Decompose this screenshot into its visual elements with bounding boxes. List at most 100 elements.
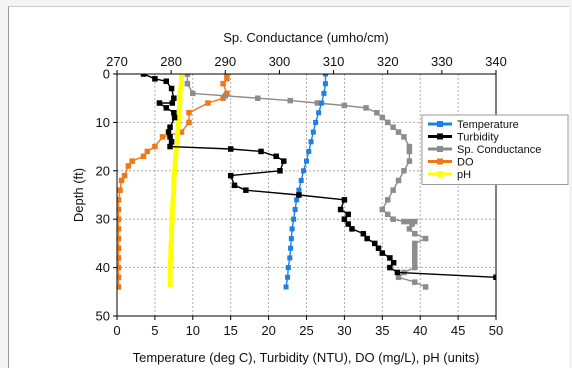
data-point-turbidity	[227, 146, 234, 152]
data-point-turbidity	[390, 260, 397, 266]
data-point-temperature	[289, 226, 295, 232]
data-point-turbidity	[341, 197, 348, 203]
data-point-do	[205, 100, 211, 106]
data-point-do	[117, 206, 122, 213]
data-point-temperature	[298, 177, 304, 183]
data-point-do	[117, 264, 122, 271]
data-point-turbidity	[169, 100, 176, 106]
y-axis-title: Depth (ft)	[71, 168, 86, 222]
data-point-do	[117, 255, 122, 261]
top-axis-tick-label: 280	[160, 54, 182, 69]
data-point-do	[224, 76, 230, 82]
data-point-temperature	[285, 265, 291, 271]
data-point-do	[117, 216, 122, 222]
data-point-sp-conductance	[422, 235, 429, 242]
data-point-temperature	[296, 187, 302, 193]
data-point-temperature	[294, 197, 300, 203]
legend-marker-turbidity	[437, 133, 443, 140]
data-point-do	[117, 187, 123, 193]
data-point-temperature	[308, 139, 314, 145]
data-point-do	[159, 134, 166, 140]
data-point-do	[117, 284, 122, 290]
data-point-turbidity	[360, 230, 367, 237]
y-axis-tick-label: 0	[103, 67, 110, 82]
bottom-axis-tick-label: 30	[337, 323, 351, 338]
bottom-axis-tick-label: 15	[223, 323, 237, 338]
data-point-sp-conductance	[401, 168, 407, 174]
bottom-axis-tick-label: 40	[413, 323, 427, 338]
data-point-sp-conductance	[422, 284, 429, 290]
data-point-sp-conductance	[314, 100, 321, 106]
bottom-axis-tick-label: 20	[261, 323, 275, 338]
data-point-sp-conductance	[184, 80, 191, 87]
data-point-turbidity	[258, 148, 264, 155]
data-point-sp-conductance	[379, 206, 386, 213]
data-point-sp-conductance	[363, 105, 369, 111]
data-point-temperature	[292, 207, 298, 213]
data-point-sp-conductance	[406, 226, 413, 232]
data-point-temperature	[291, 216, 297, 222]
data-point-do	[178, 129, 185, 135]
bottom-axis-title: Temperature (deg C), Turbidity (NTU), DO…	[133, 350, 480, 365]
bottom-axis-tick-label: 0	[113, 323, 120, 338]
data-point-do	[152, 143, 158, 150]
bottom-axis-tick-label: 35	[375, 323, 389, 338]
data-point-do	[220, 80, 226, 87]
data-point-temperature	[313, 119, 319, 125]
top-axis-tick-label: 290	[214, 54, 236, 69]
bottom-axis-tick-label: 5	[151, 323, 158, 338]
data-point-turbidity	[167, 124, 173, 130]
data-point-turbidity	[387, 255, 393, 261]
data-point-temperature	[306, 148, 312, 154]
data-point-turbidity	[156, 100, 163, 106]
data-point-sp-conductance	[222, 93, 229, 99]
data-point-temperature	[310, 129, 316, 135]
data-point-turbidity	[165, 129, 172, 135]
data-point-do	[117, 197, 122, 203]
data-point-do	[118, 177, 125, 184]
grid-lines	[117, 74, 496, 316]
series-do	[117, 74, 230, 290]
data-point-turbidity	[140, 74, 147, 77]
data-point-temperature	[300, 168, 306, 174]
data-point-do	[117, 274, 122, 281]
data-point-do	[117, 235, 122, 242]
top-axis-tick-label: 330	[431, 54, 453, 69]
data-point-temperature	[322, 81, 328, 87]
data-point-temperature	[288, 236, 294, 242]
legend-label-turbidity: Turbidity	[457, 132, 499, 144]
series-ph	[167, 74, 184, 287]
data-point-do	[224, 74, 230, 77]
data-point-turbidity	[273, 153, 279, 160]
top-axis-tick-label: 300	[269, 54, 291, 69]
bottom-axis-tick-label: 10	[186, 323, 200, 338]
y-axis-tick-label: 30	[96, 212, 110, 227]
series-group	[117, 74, 496, 290]
data-point-sp-conductance	[406, 148, 413, 155]
data-point-sp-conductance	[287, 97, 294, 104]
data-point-turbidity	[337, 206, 344, 213]
data-point-sp-conductance	[412, 230, 418, 237]
data-point-sp-conductance	[412, 250, 418, 256]
data-point-sp-conductance	[384, 211, 391, 218]
top-axis-tick-label: 310	[323, 54, 345, 69]
data-point-turbidity	[387, 264, 393, 271]
data-point-turbidity	[379, 250, 386, 256]
legend-marker-temperature	[437, 121, 443, 127]
y-axis-tick-label: 40	[96, 260, 110, 275]
data-point-turbidity	[231, 182, 238, 189]
data-point-turbidity	[364, 235, 370, 242]
data-point-sp-conductance	[384, 119, 391, 126]
data-point-turbidity	[152, 76, 158, 82]
data-point-turbidity	[243, 187, 249, 193]
data-point-temperature	[316, 110, 322, 116]
series-temperature	[283, 74, 328, 290]
data-point-turbidity	[163, 78, 170, 85]
data-point-turbidity	[168, 139, 175, 145]
data-point-do	[121, 172, 128, 179]
data-point-turbidity	[345, 211, 351, 218]
y-axis-tick-label: 10	[96, 115, 110, 130]
data-point-do	[129, 158, 135, 164]
data-point-temperature	[322, 74, 328, 77]
series-layer	[117, 74, 496, 290]
